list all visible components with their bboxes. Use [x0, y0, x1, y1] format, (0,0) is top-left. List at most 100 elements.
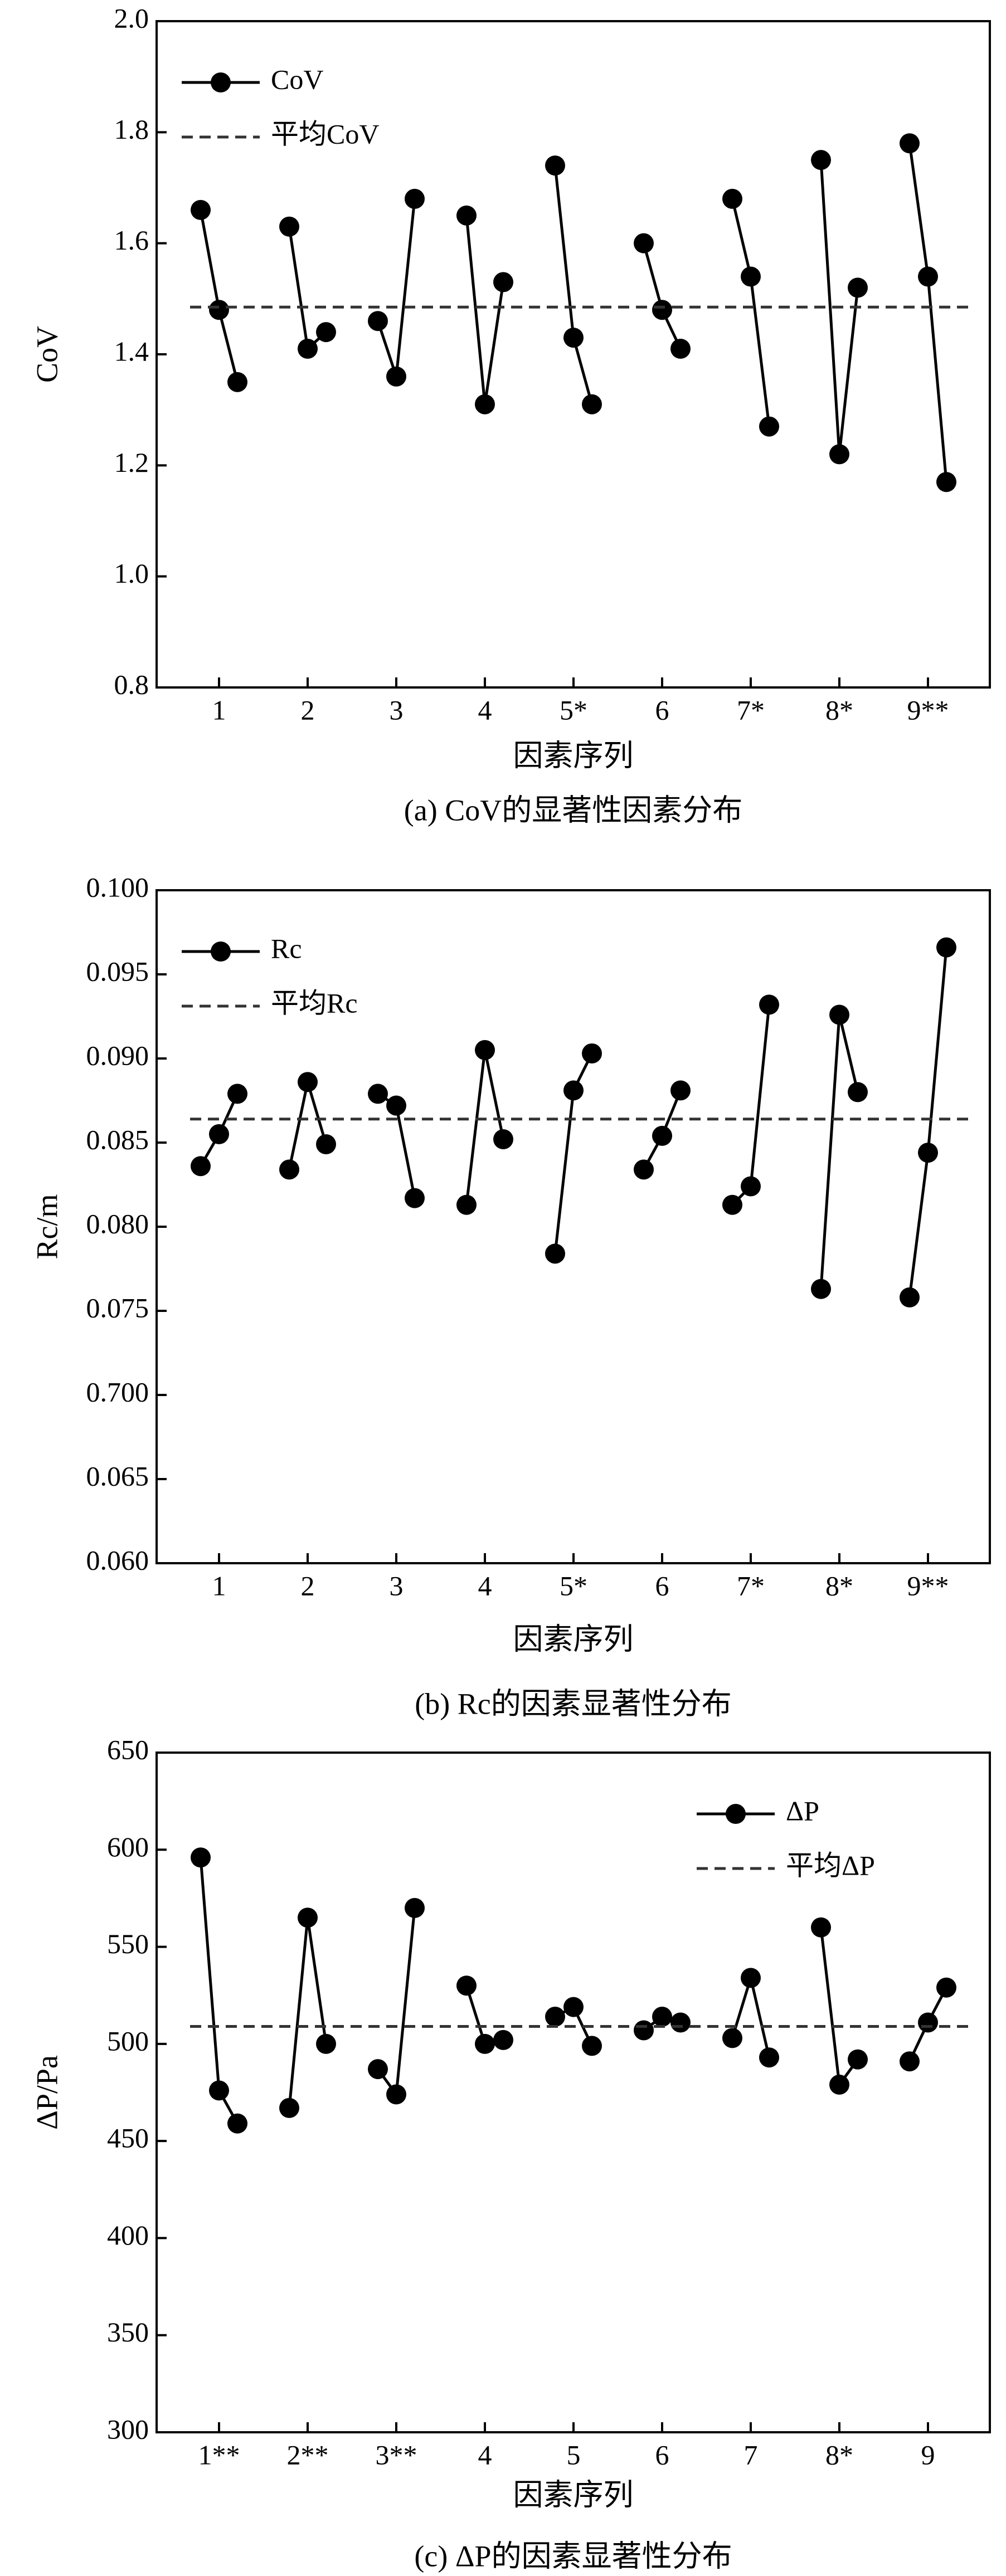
marker — [209, 2080, 229, 2101]
y-tick-label: 0.080 — [86, 1208, 149, 1239]
x-tick-label: 4 — [478, 694, 492, 725]
x-tick-label: 6 — [655, 694, 669, 725]
marker — [563, 328, 584, 348]
x-tick-label: 3** — [376, 2439, 417, 2470]
x-tick-label: 5 — [567, 2439, 581, 2470]
legend-label: 平均CoV — [271, 118, 379, 149]
marker — [936, 937, 956, 958]
marker — [493, 2029, 513, 2050]
series-line — [465, 215, 505, 405]
caption: (c) ΔP的因素显著性分布 — [414, 2539, 732, 2573]
marker — [545, 155, 565, 176]
series-line — [465, 1050, 505, 1206]
y-axis-label: ΔP/Pa — [30, 2055, 64, 2130]
y-tick-label: 450 — [107, 2123, 149, 2154]
marker — [405, 1188, 425, 1208]
marker — [634, 1159, 654, 1180]
marker — [759, 2047, 779, 2068]
marker — [191, 1847, 211, 1868]
marker — [386, 366, 406, 387]
marker — [670, 1080, 691, 1101]
y-tick-label: 550 — [107, 1928, 149, 1959]
legend-label: ΔP — [786, 1795, 819, 1826]
marker — [298, 1072, 318, 1092]
series-line — [642, 243, 682, 350]
marker — [582, 2036, 602, 2056]
marker — [386, 1095, 406, 1116]
y-tick-label: 1.0 — [114, 558, 149, 589]
caption: (a) CoV的显著性因素分布 — [404, 793, 742, 827]
y-tick-label: 0.060 — [86, 1544, 149, 1575]
y-tick-label: 500 — [107, 2025, 149, 2056]
marker — [829, 2075, 849, 2095]
y-tick-label: 0.8 — [114, 669, 149, 700]
legend-label: 平均Rc — [271, 987, 358, 1018]
y-tick-label: 600 — [107, 1831, 149, 1862]
x-tick-label: 9** — [907, 1570, 949, 1601]
marker — [741, 1176, 761, 1197]
series-line — [553, 165, 594, 405]
marker — [316, 2033, 336, 2054]
x-tick-label: 2 — [301, 694, 315, 725]
marker — [368, 311, 388, 331]
x-tick-label: 4 — [478, 1570, 492, 1601]
marker — [298, 1907, 318, 1928]
marker — [900, 133, 920, 154]
marker — [456, 205, 477, 226]
marker — [848, 277, 868, 298]
y-axis-label: CoV — [30, 326, 64, 383]
x-axis-label: 因素序列 — [513, 739, 634, 772]
y-tick-label: 0.100 — [86, 871, 149, 902]
marker — [563, 1997, 584, 2017]
marker — [191, 199, 211, 220]
marker — [368, 2059, 388, 2080]
marker — [670, 2012, 691, 2033]
marker — [936, 1977, 956, 1998]
x-tick-label: 8* — [825, 1570, 853, 1601]
y-tick-label: 0.095 — [86, 955, 149, 987]
marker — [405, 188, 425, 209]
marker — [741, 266, 761, 287]
marker — [936, 472, 956, 492]
legend-marker — [211, 72, 231, 92]
y-tick-label: 0.075 — [86, 1292, 149, 1323]
marker — [227, 1084, 247, 1104]
series-line — [376, 198, 416, 377]
marker — [191, 1156, 211, 1177]
y-tick-label: 350 — [107, 2316, 149, 2348]
marker — [209, 1124, 229, 1144]
x-axis-label: 因素序列 — [513, 2478, 634, 2511]
series-line — [199, 209, 239, 383]
marker — [563, 1080, 584, 1101]
marker — [741, 1968, 761, 1988]
y-tick-label: 650 — [107, 1734, 149, 1765]
marker — [918, 2012, 938, 2033]
marker — [279, 216, 299, 237]
marker — [279, 1159, 299, 1180]
x-tick-label: 3 — [390, 1570, 404, 1601]
marker — [900, 1287, 920, 1307]
series-line — [908, 143, 948, 482]
marker — [368, 1084, 388, 1104]
x-tick-label: 7* — [737, 694, 765, 725]
x-tick-label: 8* — [825, 694, 853, 725]
marker — [405, 1897, 425, 1918]
marker — [545, 2007, 565, 2027]
marker — [848, 1082, 868, 1102]
marker — [386, 2084, 406, 2105]
x-tick-label: 5* — [560, 1570, 587, 1601]
marker — [298, 339, 318, 359]
marker — [493, 1129, 513, 1149]
marker — [634, 233, 654, 253]
marker — [811, 1279, 831, 1299]
marker — [722, 1194, 742, 1215]
marker — [634, 2020, 654, 2041]
y-tick-label: 0.700 — [86, 1376, 149, 1407]
y-tick-label: 1.6 — [114, 225, 149, 256]
series-line — [819, 1014, 859, 1289]
marker — [493, 272, 513, 292]
marker — [475, 2033, 495, 2054]
marker — [670, 339, 691, 359]
marker — [227, 372, 247, 392]
